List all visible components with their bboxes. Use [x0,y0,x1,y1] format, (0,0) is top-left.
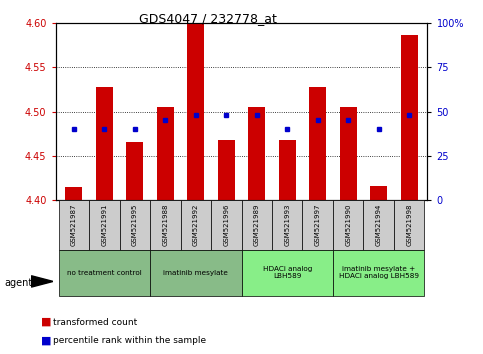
Bar [96,87,113,200]
Bar [187,23,204,200]
Bar [242,250,333,296]
Text: percentile rank within the sample: percentile rank within the sample [53,336,206,345]
Bar [333,250,425,296]
Bar [401,35,417,200]
Bar [302,200,333,250]
Bar [58,250,150,296]
Text: GSM521997: GSM521997 [315,204,321,246]
Text: GSM521987: GSM521987 [71,204,77,246]
Bar [181,200,211,250]
Text: no treatment control: no treatment control [67,270,142,275]
Text: agent: agent [5,278,33,288]
Bar [279,140,296,200]
Bar [394,200,425,250]
Text: GSM521994: GSM521994 [376,204,382,246]
Text: GSM521998: GSM521998 [406,204,412,246]
Text: GSM521995: GSM521995 [132,204,138,246]
Text: GSM521989: GSM521989 [254,204,260,246]
Polygon shape [31,276,53,287]
Text: GDS4047 / 232778_at: GDS4047 / 232778_at [139,12,277,25]
Bar [120,200,150,250]
Bar [218,140,235,200]
Text: HDACi analog
LBH589: HDACi analog LBH589 [263,266,312,279]
Bar [150,200,181,250]
Text: GSM521992: GSM521992 [193,204,199,246]
Bar [370,186,387,200]
Bar [66,187,82,200]
Text: GSM521991: GSM521991 [101,204,107,246]
Bar [242,200,272,250]
Bar [272,200,302,250]
Bar [150,250,242,296]
Text: GSM521993: GSM521993 [284,204,290,246]
Bar [58,200,89,250]
Bar [340,107,356,200]
Bar [363,200,394,250]
Text: GSM521990: GSM521990 [345,204,351,246]
Text: ■: ■ [41,317,52,327]
Bar [157,107,174,200]
Bar [127,142,143,200]
Bar [211,200,242,250]
Text: transformed count: transformed count [53,318,137,327]
Text: imatinib mesylate: imatinib mesylate [163,270,228,275]
Bar [309,87,326,200]
Text: imatinib mesylate +
HDACi analog LBH589: imatinib mesylate + HDACi analog LBH589 [339,266,419,279]
Bar [248,107,265,200]
Text: GSM521996: GSM521996 [223,204,229,246]
Bar [89,200,120,250]
Bar [333,200,363,250]
Text: ■: ■ [41,336,52,346]
Text: GSM521988: GSM521988 [162,204,168,246]
